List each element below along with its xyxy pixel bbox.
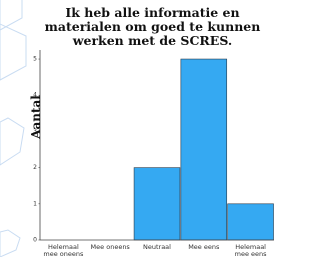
x-tick-label: Mee oneens — [87, 244, 133, 251]
bar — [134, 168, 180, 240]
bar — [228, 204, 274, 240]
y-tick-label: 5 — [33, 56, 37, 63]
y-tick-label: 0 — [33, 237, 37, 244]
bar — [181, 59, 227, 240]
chart-title: Ik heb alle informatie en materialen om … — [28, 6, 277, 48]
y-tick-label: 2 — [33, 164, 37, 171]
background-hexagons — [0, 0, 26, 257]
y-tick-label: 1 — [33, 200, 37, 207]
x-tick-label: Helemaal mee eens — [228, 244, 274, 258]
x-tick-label: Neutraal — [134, 244, 180, 251]
y-axis-label: Aantal — [29, 95, 43, 139]
x-tick-label: Helemaal mee oneens — [40, 244, 86, 258]
x-tick-label: Mee eens — [181, 244, 227, 251]
